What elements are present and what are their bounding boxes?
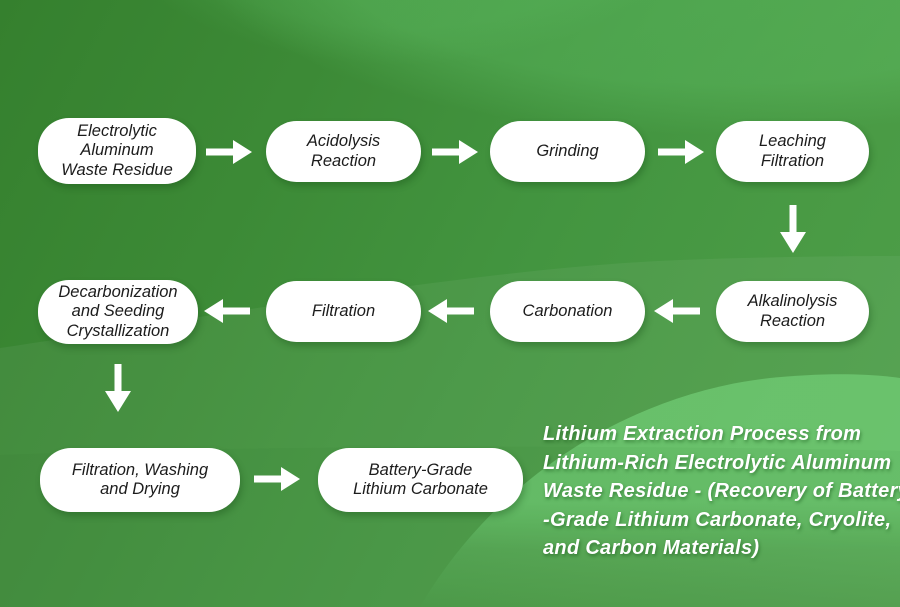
flow-node-battery-grade-lithium-carbonate: Battery-Grade Lithium Carbonate [318, 448, 523, 512]
arrow-right-icon [432, 137, 478, 167]
arrow-down-icon [101, 364, 135, 412]
arrow-left-icon [204, 296, 250, 326]
arrow-left-icon [428, 296, 474, 326]
caption-text: Lithium Extraction Process from Lithium-… [543, 420, 900, 563]
arrow-right-icon [658, 137, 704, 167]
flow-node-leaching-filtration: Leaching Filtration [716, 121, 869, 182]
caption-line: -Grade Lithium Carbonate, Cryolite, [543, 508, 892, 531]
caption-line: Waste Residue - (Recovery of Battery [543, 480, 900, 503]
arrow-down-icon [776, 205, 810, 253]
caption-line: Lithium-Rich Electrolytic Aluminum [543, 451, 892, 474]
flow-node-decarbonization-seeding-crystallization: Decarbonization and Seeding Crystallizat… [38, 280, 198, 344]
flow-node-filtration-washing-drying: Filtration, Washing and Drying [40, 448, 240, 512]
arrow-right-icon [254, 464, 300, 494]
arrow-left-icon [654, 296, 700, 326]
caption-line: and Carbon Materials) [543, 537, 760, 560]
flow-node-grinding: Grinding [490, 121, 645, 182]
flow-node-filtration: Filtration [266, 281, 421, 342]
arrow-right-icon [206, 137, 252, 167]
flow-node-acidolysis-reaction: Acidolysis Reaction [266, 121, 421, 182]
flow-node-alkalinolysis-reaction: Alkalinolysis Reaction [716, 281, 869, 342]
flow-node-electrolytic-aluminum-waste-residue: Electrolytic Aluminum Waste Residue [38, 118, 196, 184]
flow-node-carbonation: Carbonation [490, 281, 645, 342]
caption-line: Lithium Extraction Process from [543, 423, 862, 445]
